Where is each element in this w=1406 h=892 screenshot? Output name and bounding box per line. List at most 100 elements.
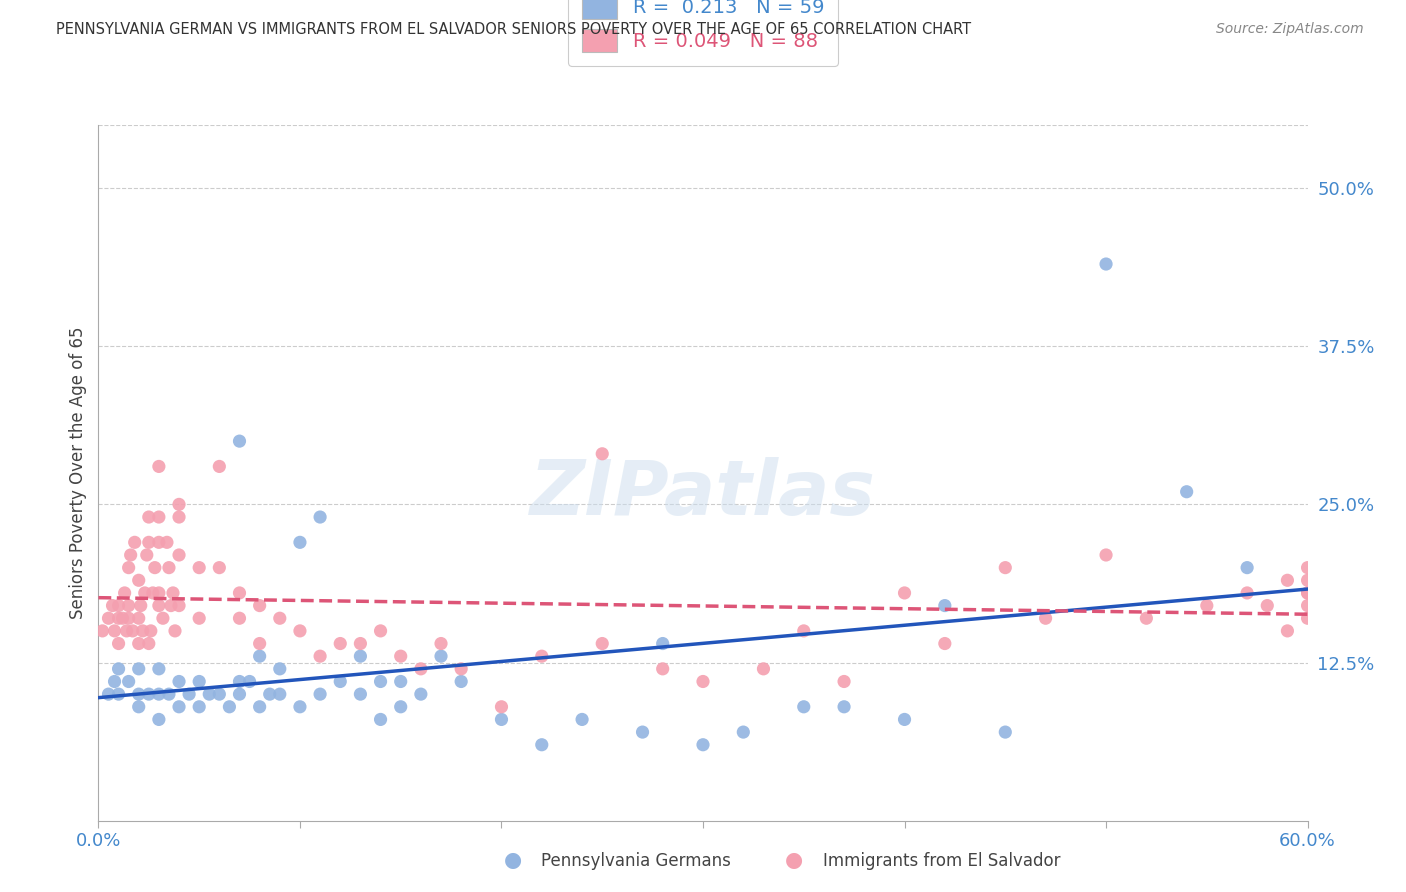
Point <box>107 687 129 701</box>
Point <box>349 687 371 701</box>
Point <box>228 687 250 701</box>
Point <box>692 674 714 689</box>
Point <box>259 687 281 701</box>
Text: Immigrants from El Salvador: Immigrants from El Salvador <box>823 852 1060 870</box>
Point <box>329 636 352 650</box>
Point <box>208 560 231 574</box>
Text: ●: ● <box>505 850 522 870</box>
Point <box>118 560 141 574</box>
Point <box>128 699 150 714</box>
Point <box>107 636 129 650</box>
Point <box>138 535 160 549</box>
Point <box>167 548 190 562</box>
Y-axis label: Seniors Poverty Over the Age of 65: Seniors Poverty Over the Age of 65 <box>69 326 87 619</box>
Point <box>1035 611 1057 625</box>
Point <box>157 560 180 574</box>
Point <box>1296 560 1319 574</box>
Point <box>239 674 262 689</box>
Point <box>249 636 271 650</box>
Point <box>934 599 956 613</box>
Point <box>121 624 143 638</box>
Point <box>430 636 453 650</box>
Text: ZIPatlas: ZIPatlas <box>530 457 876 531</box>
Point <box>115 624 138 638</box>
Point <box>148 535 170 549</box>
Text: Source: ZipAtlas.com: Source: ZipAtlas.com <box>1216 22 1364 37</box>
Point <box>370 713 392 727</box>
Point <box>132 624 155 638</box>
Point <box>370 674 392 689</box>
Point <box>188 611 211 625</box>
Point <box>349 649 371 664</box>
Point <box>409 687 432 701</box>
Point <box>148 713 170 727</box>
Point <box>1256 599 1278 613</box>
Point <box>120 548 142 562</box>
Point <box>148 586 170 600</box>
Point <box>450 674 472 689</box>
Point <box>118 611 141 625</box>
Point <box>893 586 915 600</box>
Point <box>1195 599 1218 613</box>
Point <box>107 599 129 613</box>
Point <box>97 687 120 701</box>
Point <box>288 699 311 714</box>
Point <box>1095 257 1118 271</box>
Point <box>103 674 125 689</box>
Point <box>107 611 129 625</box>
Point <box>994 560 1017 574</box>
Point <box>692 738 714 752</box>
Point <box>167 674 190 689</box>
Point <box>994 725 1017 739</box>
Point <box>138 687 160 701</box>
Point <box>269 687 291 701</box>
Point <box>128 636 150 650</box>
Point <box>128 662 150 676</box>
Point <box>752 662 775 676</box>
Point <box>1296 574 1319 588</box>
Point <box>1175 484 1198 499</box>
Point <box>389 649 412 664</box>
Point <box>1296 586 1319 600</box>
Point <box>103 624 125 638</box>
Point <box>1135 611 1157 625</box>
Point <box>389 699 412 714</box>
Point <box>450 662 472 676</box>
Point <box>249 649 271 664</box>
Point <box>218 699 240 714</box>
Point <box>733 725 755 739</box>
Point <box>143 560 166 574</box>
Point <box>148 662 170 676</box>
Point <box>101 599 124 613</box>
Point <box>148 510 170 524</box>
Point <box>349 636 371 650</box>
Point <box>148 687 170 701</box>
Point <box>530 649 553 664</box>
Point <box>188 560 211 574</box>
Point <box>288 535 311 549</box>
Point <box>530 738 553 752</box>
Text: PENNSYLVANIA GERMAN VS IMMIGRANTS FROM EL SALVADOR SENIORS POVERTY OVER THE AGE : PENNSYLVANIA GERMAN VS IMMIGRANTS FROM E… <box>56 22 972 37</box>
Point <box>389 674 412 689</box>
Point <box>148 599 170 613</box>
Point <box>167 599 190 613</box>
Point <box>591 636 613 650</box>
Point <box>135 548 157 562</box>
Point <box>893 713 915 727</box>
Point <box>249 599 271 613</box>
Point <box>167 497 190 511</box>
Point <box>167 510 190 524</box>
Point <box>107 662 129 676</box>
Point <box>188 674 211 689</box>
Point <box>288 624 311 638</box>
Point <box>179 687 201 701</box>
Point <box>1296 586 1319 600</box>
Point <box>139 624 162 638</box>
Point <box>128 574 150 588</box>
Point <box>138 636 160 650</box>
Point <box>97 611 120 625</box>
Point <box>134 586 156 600</box>
Point <box>631 725 654 739</box>
Point <box>114 586 136 600</box>
Point <box>228 586 250 600</box>
